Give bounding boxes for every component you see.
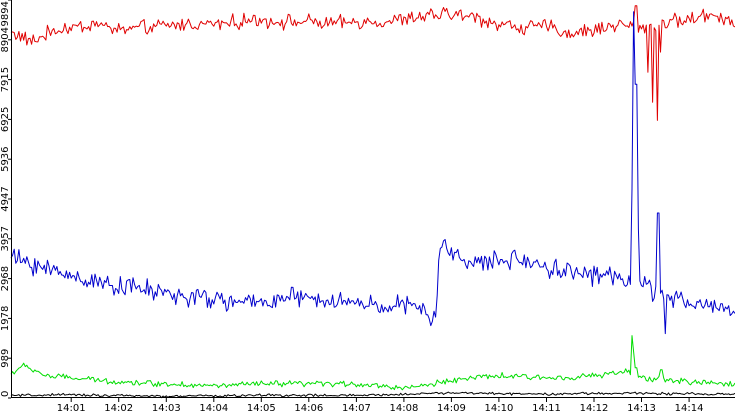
x-tick-label: 14:08 [389,403,418,414]
x-tick-label: 14:10 [484,403,513,414]
series-line-3 [10,335,735,391]
series-line-2 [10,11,735,335]
x-tick-label: 14:11 [532,403,561,414]
y-tick-label: 5936 [0,146,11,171]
x-tick-label: 14:14 [675,403,704,414]
y-tick-label: 4947 [0,186,11,211]
y-tick-label: 3957 [0,226,11,251]
x-tick-label: 14:02 [104,403,133,414]
x-tick-label: 14:13 [627,403,656,414]
x-ticks: 14:01 14:02 14:03 14:04 14:05 14:06 14:07 14:08… [57,398,704,414]
x-tick-label: 14:03 [152,403,181,414]
x-tick-label: 14:05 [247,403,276,414]
x-tick-label: 14:09 [437,403,466,414]
y-tick-label: 6925 [0,107,11,132]
series-layer [10,5,735,399]
y-tick-label: 1978 [0,306,11,331]
y-tick-label: 0 [0,391,11,397]
y-tick-label: 9894 [0,1,11,26]
x-tick-label: 14:07 [342,403,371,414]
y-tick-label: 989 [0,349,11,368]
series-line-1 [10,5,735,121]
x-tick-label: 14:12 [580,403,609,414]
series-line-4 [10,391,735,399]
y-tick-label: 7915 [0,67,11,92]
y-tick-label: 2968 [0,266,11,291]
axis-layer [11,0,735,398]
x-tick-label: 14:01 [57,403,86,414]
x-tick-label: 14:06 [294,403,323,414]
y-tick-label: 8904 [0,27,11,52]
x-tick-label: 14:04 [199,403,228,414]
